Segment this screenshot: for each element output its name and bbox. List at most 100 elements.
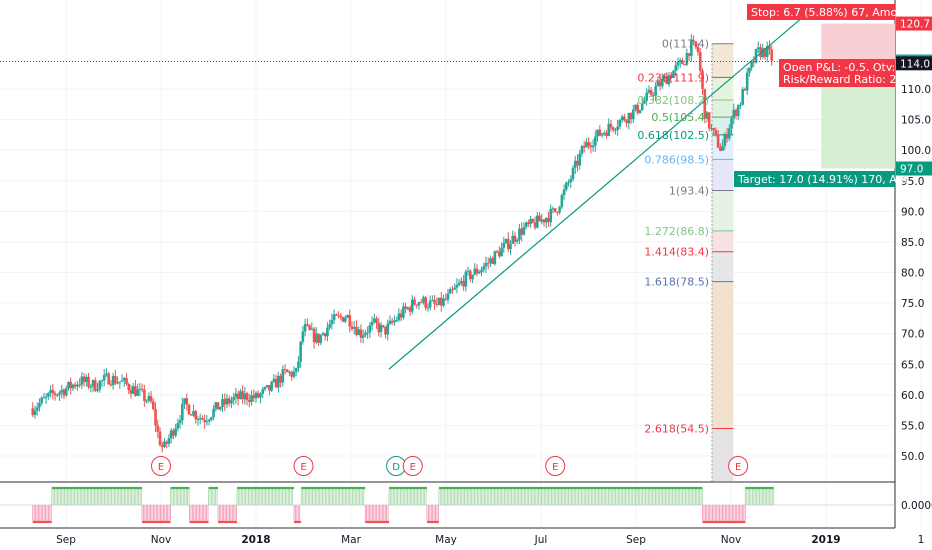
candle-body <box>475 268 479 274</box>
earnings-marker[interactable]: E <box>151 456 171 476</box>
candle-body <box>136 389 139 396</box>
marker-circle <box>402 456 423 476</box>
earnings-marker[interactable]: E <box>402 456 423 476</box>
candle-body <box>192 411 195 416</box>
candle-body <box>348 315 352 327</box>
earnings-marker[interactable]: E <box>545 456 566 476</box>
candle-body <box>500 247 503 257</box>
candle-body <box>254 392 258 399</box>
candle-body <box>361 335 365 338</box>
candle-body <box>145 400 148 402</box>
candle-body <box>620 116 624 120</box>
candle-body <box>261 389 264 394</box>
candle-body <box>33 410 37 416</box>
candle-body <box>745 72 749 91</box>
candle-body <box>118 381 122 383</box>
candle-body <box>67 381 70 389</box>
price-tag-box <box>896 161 932 176</box>
candle-body <box>678 60 682 63</box>
candle-body <box>495 251 499 253</box>
candle-body <box>513 235 517 242</box>
candle-body <box>58 392 61 395</box>
position-labels: Stop: 6.7 (5.88%) 67, Amou Open P&L: -0.5… <box>734 4 907 187</box>
candle-body <box>174 428 177 436</box>
candle-body <box>701 70 704 90</box>
candle-body <box>504 238 508 243</box>
candle-body <box>743 89 747 91</box>
candle-body <box>571 167 575 179</box>
fib-zone <box>712 230 734 252</box>
candle-body <box>279 375 282 383</box>
candle-body <box>453 287 456 290</box>
candle-body <box>721 145 724 151</box>
price-axis[interactable]: 50.0 55.0 60.0 65.0 70.0 75.0 80.0 85.0 90.0 95.0… <box>901 84 932 512</box>
candle-body <box>770 49 774 61</box>
candle-body <box>330 320 334 325</box>
fib-labels: 0(117.4) 0.236(111.9) 0.382(108.2) 0.5(105.… <box>637 38 709 436</box>
candle-body <box>38 402 41 408</box>
candle-body <box>93 380 97 391</box>
position-tool[interactable] <box>821 23 895 169</box>
candle-body <box>609 123 613 128</box>
candle-body <box>308 325 311 330</box>
trendline-line[interactable] <box>388 15 806 370</box>
candle-body <box>618 119 622 127</box>
candle-body <box>437 297 441 305</box>
time-tick-label: 2018 <box>241 534 270 546</box>
label-box <box>779 71 895 87</box>
candle-body <box>477 271 481 274</box>
candle-body <box>506 238 510 250</box>
time-axis[interactable]: Sep Nov 2018 Mar May Jul Sep Nov 2019 1 <box>56 534 924 546</box>
candle-body <box>259 393 262 398</box>
candle-body <box>748 67 751 73</box>
candle-body <box>154 409 157 426</box>
candle-body <box>85 376 88 382</box>
candle-body <box>654 86 657 96</box>
candle-body <box>529 219 532 224</box>
candle-body <box>265 385 269 388</box>
candle-body <box>556 211 559 213</box>
candle-body <box>185 398 189 405</box>
candle-body <box>60 389 64 393</box>
candle-body <box>540 219 544 222</box>
price-tick-label: 85.0 <box>901 237 924 249</box>
fib-level-label: 2.618(54.5) <box>644 422 709 435</box>
candle-body <box>410 299 414 312</box>
candle-body <box>73 384 77 387</box>
candle-body <box>56 394 59 396</box>
candle-body <box>491 258 494 265</box>
candle-body <box>698 52 702 71</box>
trendline[interactable] <box>388 15 806 370</box>
earnings-marker[interactable]: E <box>293 456 314 476</box>
earnings-marker[interactable]: E <box>728 456 749 476</box>
candle-body <box>40 397 43 403</box>
candle-body <box>663 76 666 79</box>
price-tick-label: 90.0 <box>901 206 924 218</box>
candle-body <box>281 369 285 383</box>
candle-body <box>730 118 733 129</box>
label-text: Stop: 6.7 (5.88%) 67, Amou <box>751 6 904 19</box>
candle-body <box>669 75 673 78</box>
candle-body <box>544 218 548 223</box>
candle-body <box>375 318 378 324</box>
candle-body <box>417 302 421 306</box>
candle-body <box>158 431 162 446</box>
time-tick-label: 1 <box>918 534 925 546</box>
candle-body <box>76 384 79 387</box>
candle-body <box>169 430 173 439</box>
rr-label: Risk/Reward Ratio: 2.5 <box>779 71 907 87</box>
candle-body <box>683 64 686 66</box>
candle-body <box>232 397 235 401</box>
candle-body <box>640 103 644 110</box>
candle-body <box>129 390 133 394</box>
candle-body <box>194 411 198 420</box>
candle-body <box>674 65 678 71</box>
fib-level-label: 1(93.4) <box>669 185 709 198</box>
candle-body <box>366 332 369 334</box>
candle-body <box>616 126 619 130</box>
candle-body <box>629 112 633 120</box>
candle-body <box>243 393 247 400</box>
candle-body <box>357 329 360 336</box>
